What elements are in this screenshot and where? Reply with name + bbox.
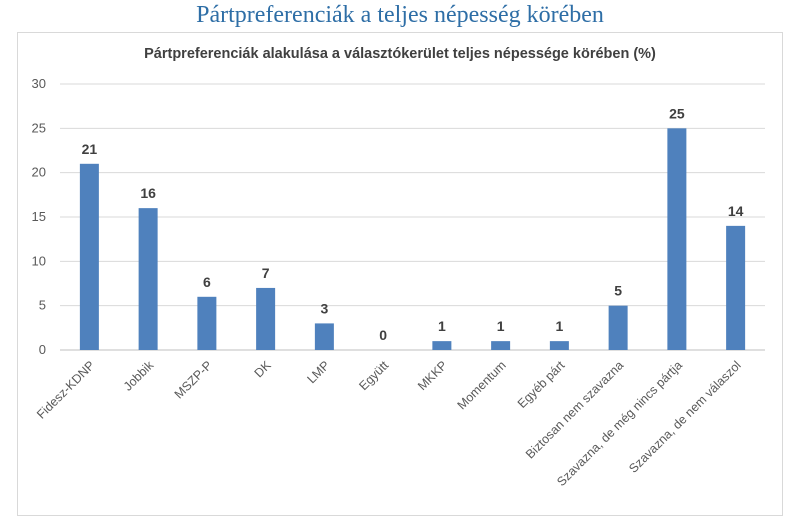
y-tick-label: 0 [39,342,46,357]
bar [667,128,687,350]
category-label: Fidesz-KDNP [34,358,97,421]
bar [197,296,217,350]
data-label: 7 [262,265,270,281]
category-label: Jobbik [121,358,157,394]
gridlines [60,83,765,351]
data-label: 25 [669,105,685,121]
bar [79,163,99,350]
data-label: 21 [82,141,98,157]
category-label: Momentum [455,358,509,412]
category-label: LMP [304,358,332,386]
y-tick-label: 20 [32,165,46,180]
bars [79,128,746,350]
category-label: Szavazna, de nem válaszol [626,358,744,476]
category-label: DK [252,358,275,381]
data-label: 1 [555,318,563,334]
data-label: 3 [320,300,328,316]
bar [432,341,452,350]
data-label: 1 [438,318,446,334]
y-tick-label: 10 [32,253,46,268]
category-labels: Fidesz-KDNP Jobbik MSZP-P DK LMP Együtt MKKP Mo… [34,358,744,489]
y-tick-label: 30 [32,76,46,91]
data-label: 16 [140,185,156,201]
category-label: MKKP [415,358,450,393]
bar [256,287,276,350]
bar [549,341,569,350]
bar [491,341,511,350]
y-tick-label: 15 [32,209,46,224]
category-label: MSZP-P [172,358,215,401]
bar [726,225,746,350]
page-heading: Pártpreferenciák a teljes népesség köréb… [196,2,604,28]
data-label: 6 [203,274,211,290]
y-tick-label: 5 [39,298,46,313]
bar [138,208,158,350]
chart-title: Pártpreferenciák alakulása a választóker… [144,46,656,62]
category-label: Együtt [356,358,391,393]
data-labels: 21 16 6 7 3 0 1 1 1 5 25 14 [82,105,744,343]
y-axis-ticks: 0 5 10 15 20 25 30 [32,76,46,357]
data-label: 0 [379,327,387,343]
category-label: Biztosan nem szavazna [523,358,626,461]
y-tick-label: 25 [32,120,46,135]
category-label: Egyéb párt [515,358,568,411]
data-label: 1 [497,318,505,334]
data-label: 5 [614,283,622,299]
category-label: Szavazna, de még nincs pártja [554,358,685,489]
bar [608,305,628,350]
bar [314,323,334,350]
data-label: 14 [728,203,744,219]
